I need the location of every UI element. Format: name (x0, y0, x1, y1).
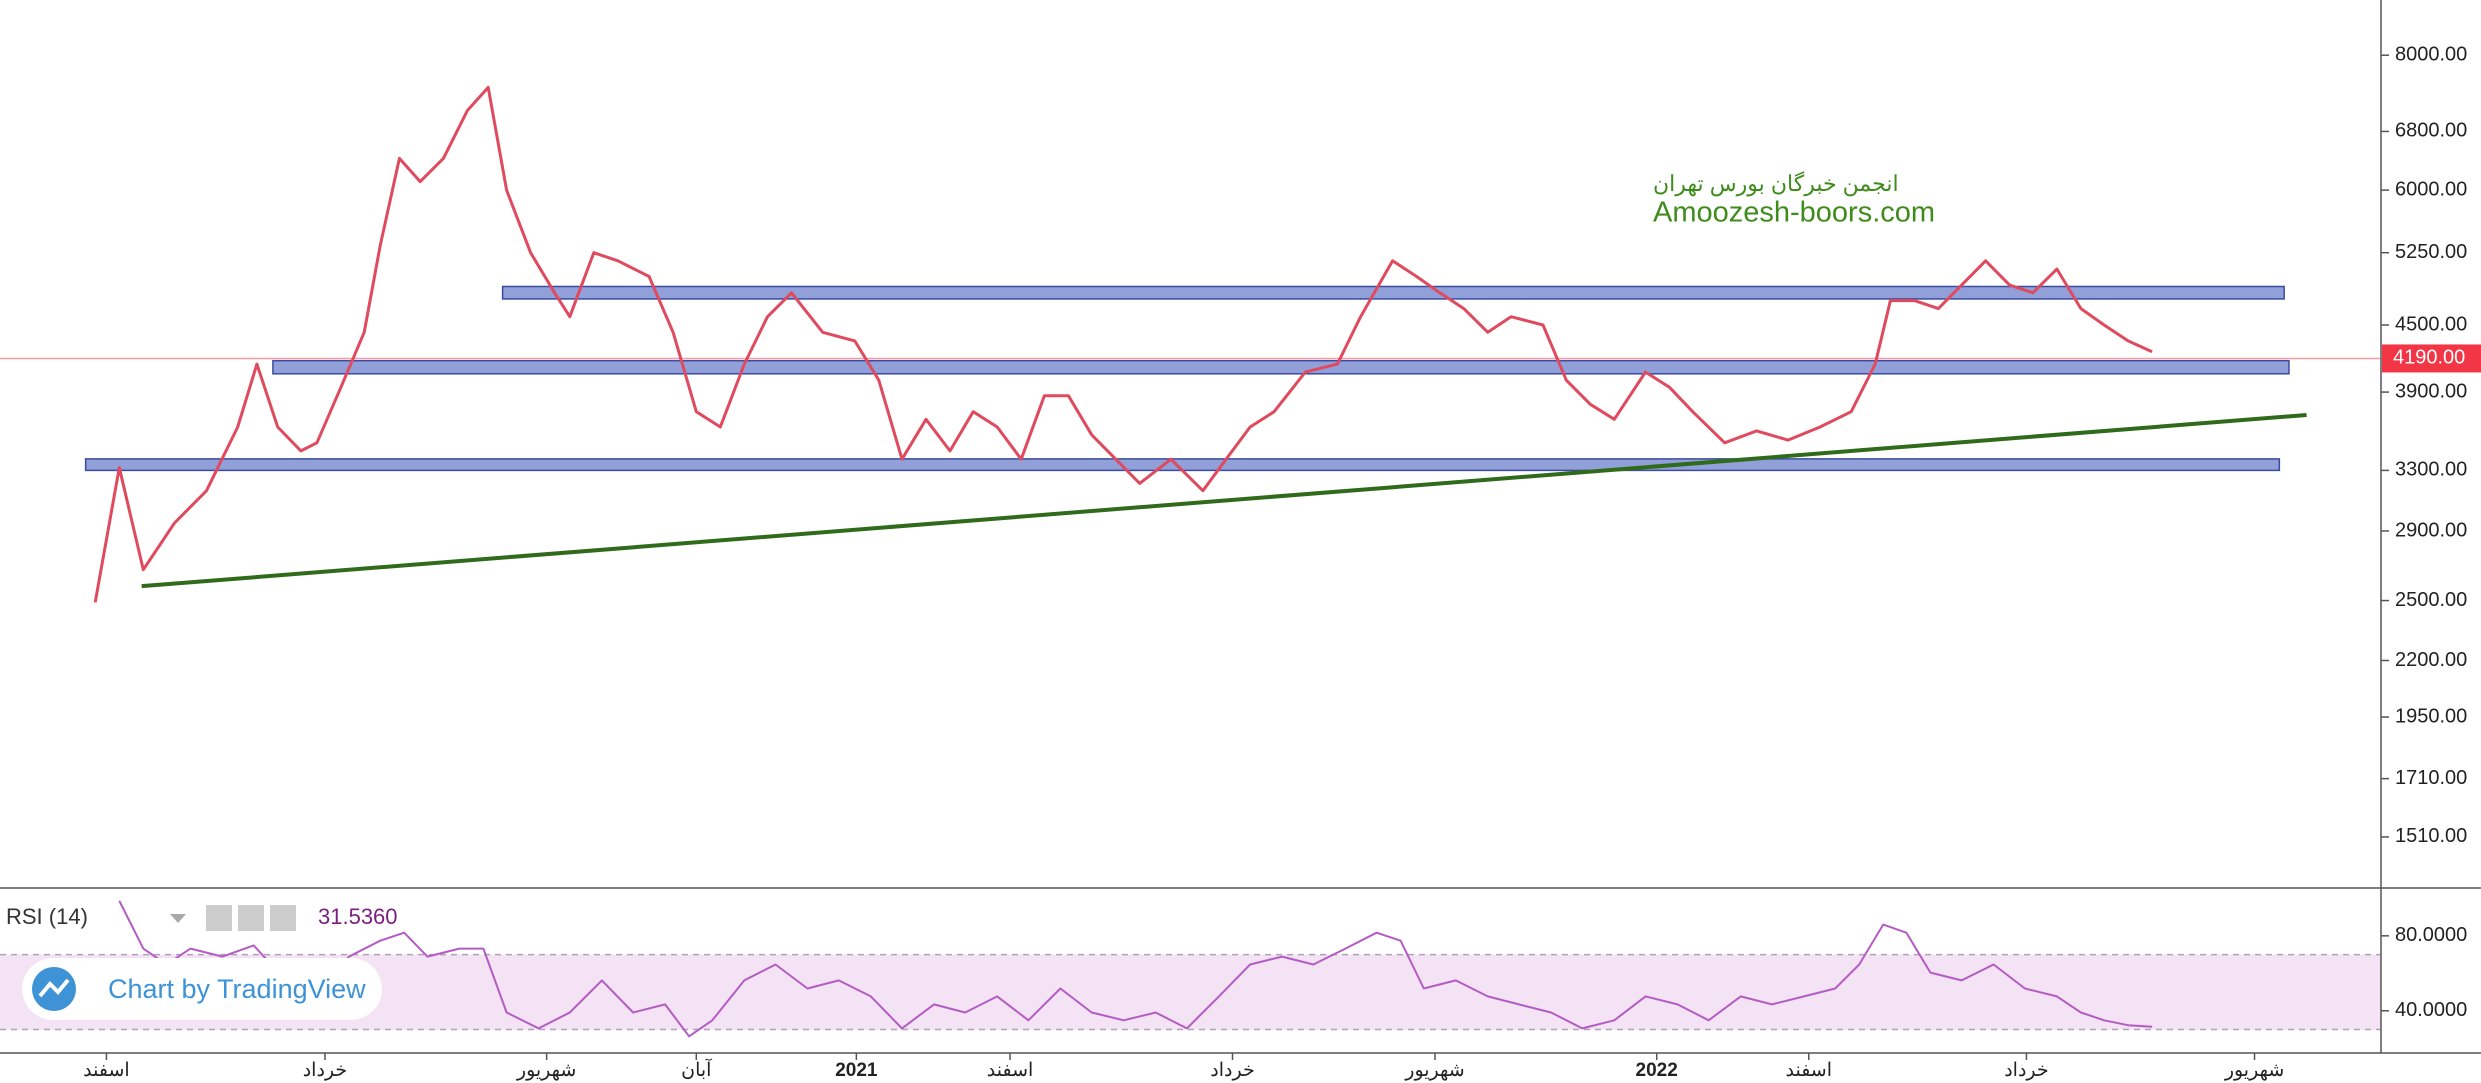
zone (501, 285, 2285, 300)
watermark-box[interactable] (22, 958, 382, 1020)
price-pane (0, 85, 2381, 603)
x-tick-label: 2021 (835, 1060, 878, 1081)
band-fill (0, 954, 2381, 1030)
y-tick-label: 8000.00 (2395, 44, 2467, 66)
y-tick-label: 40.0000 (2395, 999, 2467, 1021)
y-tick-label: 2200.00 (2395, 649, 2467, 671)
y-tick-label: 2500.00 (2395, 589, 2467, 611)
x-tick-label: اسفند (987, 1060, 1034, 1081)
visibility-button[interactable] (206, 905, 232, 931)
y-tick-label: 6000.00 (2395, 178, 2467, 200)
trendline (141, 412, 2307, 589)
rsi-title: RSI (14) (6, 904, 88, 929)
x-tick-label: خرداد (303, 1060, 347, 1081)
rsi-pane (0, 900, 2381, 1038)
y-tick-label: 4500.00 (2395, 313, 2467, 335)
series-line (118, 900, 2153, 1038)
x-tick-label: شهریور (2224, 1060, 2284, 1081)
y-tick-label: 3300.00 (2395, 459, 2467, 481)
x-tick-label: شهریور (516, 1060, 576, 1081)
x-tick-label: آبان (681, 1058, 712, 1081)
zone (272, 359, 2290, 375)
x-tick-label: اسفند (1785, 1060, 1832, 1081)
y-tick-label: 3900.00 (2395, 380, 2467, 402)
annotation: Amoozesh-boors.com (1653, 197, 1935, 229)
dropdown-icon[interactable] (170, 914, 186, 923)
y-tick-label: 80.0000 (2395, 924, 2467, 946)
rsi-value: 31.5360 (318, 904, 398, 929)
y-tick-label: 1950.00 (2395, 705, 2467, 727)
series-line (93, 85, 2153, 603)
last-price-label: 4190.00 (2393, 347, 2465, 369)
x-tick-label: شهریور (1404, 1060, 1464, 1081)
watermark-logo-mark (38, 978, 70, 998)
y-tick-label: 6800.00 (2395, 120, 2467, 142)
remove-button[interactable] (270, 905, 296, 931)
x-tick-label: 2022 (1636, 1060, 1678, 1081)
y-tick-label: 5250.00 (2395, 241, 2467, 263)
last-price-box (2382, 344, 2481, 373)
x-tick-label: اسفند (83, 1060, 130, 1081)
x-tick-label: خرداد (2004, 1060, 2048, 1081)
y-tick-label: 1710.00 (2395, 767, 2467, 789)
y-tick-label: 1510.00 (2395, 825, 2467, 847)
watermark-text: Chart by TradingView (108, 974, 366, 1004)
settings-button[interactable] (238, 905, 264, 931)
x-tick-label: خرداد (1210, 1060, 1254, 1081)
y-tick-label: 2900.00 (2395, 519, 2467, 541)
annotation: انجمن خبرگان بورس تهران (1653, 171, 1899, 197)
